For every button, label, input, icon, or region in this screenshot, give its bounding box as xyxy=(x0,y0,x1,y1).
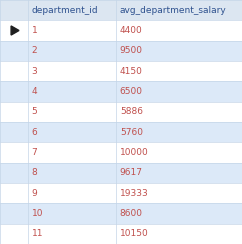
Text: 5760: 5760 xyxy=(120,128,143,137)
Bar xyxy=(28,0,116,20)
Bar xyxy=(116,102,242,122)
Bar xyxy=(28,224,116,244)
Text: 3: 3 xyxy=(31,67,37,76)
Text: 4: 4 xyxy=(31,87,37,96)
Bar xyxy=(28,102,116,122)
Text: 6: 6 xyxy=(31,128,37,137)
Bar xyxy=(0,61,28,81)
Bar xyxy=(116,224,242,244)
Bar xyxy=(28,203,116,224)
Text: 10000: 10000 xyxy=(120,148,149,157)
Text: 19333: 19333 xyxy=(120,189,149,198)
Text: department_id: department_id xyxy=(31,6,98,15)
Text: 4400: 4400 xyxy=(120,26,143,35)
Text: 10150: 10150 xyxy=(120,229,149,238)
Bar xyxy=(0,102,28,122)
Bar xyxy=(28,142,116,163)
Bar xyxy=(28,81,116,102)
Bar xyxy=(28,163,116,183)
Text: 10: 10 xyxy=(31,209,43,218)
Bar xyxy=(116,122,242,142)
Bar xyxy=(116,81,242,102)
Bar xyxy=(116,0,242,20)
Text: 9500: 9500 xyxy=(120,46,143,55)
Text: 8: 8 xyxy=(31,168,37,177)
Bar xyxy=(116,203,242,224)
Bar xyxy=(116,142,242,163)
Bar xyxy=(28,41,116,61)
Bar xyxy=(0,203,28,224)
Bar xyxy=(0,163,28,183)
Text: avg_department_salary: avg_department_salary xyxy=(120,6,227,15)
Bar xyxy=(116,163,242,183)
Bar xyxy=(0,224,28,244)
Bar xyxy=(116,183,242,203)
Bar xyxy=(28,122,116,142)
Bar xyxy=(116,20,242,41)
Text: 5886: 5886 xyxy=(120,107,143,116)
Bar xyxy=(116,41,242,61)
Bar xyxy=(0,122,28,142)
Text: 9617: 9617 xyxy=(120,168,143,177)
Polygon shape xyxy=(11,26,19,35)
Text: 8600: 8600 xyxy=(120,209,143,218)
Bar xyxy=(0,0,28,20)
Bar xyxy=(0,142,28,163)
Text: 2: 2 xyxy=(31,46,37,55)
Bar xyxy=(0,81,28,102)
Bar xyxy=(28,183,116,203)
Text: 5: 5 xyxy=(31,107,37,116)
Text: 1: 1 xyxy=(31,26,37,35)
Text: 6500: 6500 xyxy=(120,87,143,96)
Bar xyxy=(0,41,28,61)
Text: 4150: 4150 xyxy=(120,67,143,76)
Bar xyxy=(28,20,116,41)
Text: 11: 11 xyxy=(31,229,43,238)
Text: 9: 9 xyxy=(31,189,37,198)
Text: 7: 7 xyxy=(31,148,37,157)
Bar xyxy=(0,20,28,41)
Bar xyxy=(0,183,28,203)
Bar xyxy=(28,61,116,81)
Bar xyxy=(116,61,242,81)
